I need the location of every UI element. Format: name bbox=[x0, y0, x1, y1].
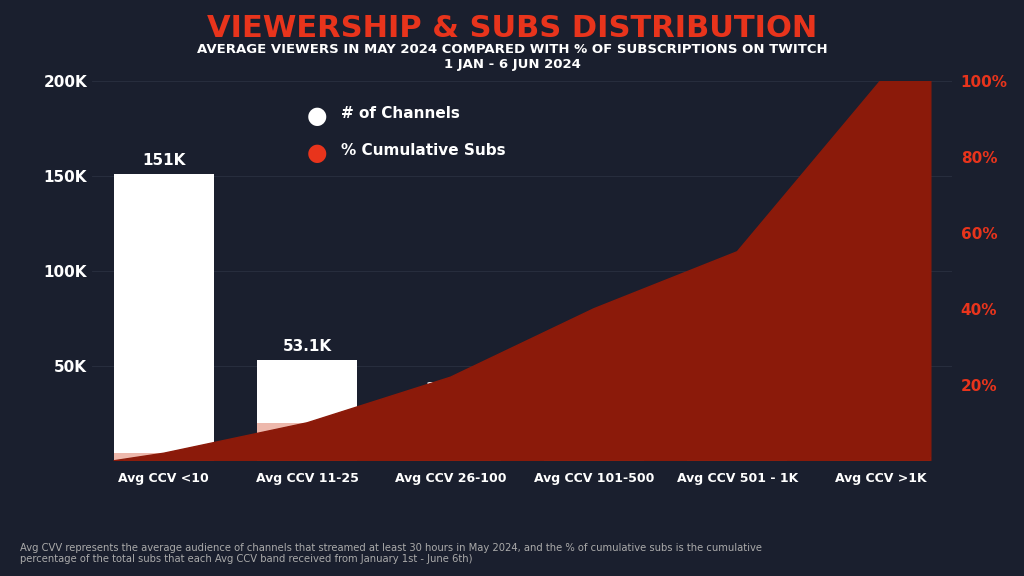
Text: % Cumulative Subs: % Cumulative Subs bbox=[341, 143, 506, 158]
Text: ●: ● bbox=[307, 141, 328, 165]
Bar bbox=[687, 457, 787, 461]
Text: VIEWERSHIP & SUBS DISTRIBUTION: VIEWERSHIP & SUBS DISTRIBUTION bbox=[207, 14, 817, 43]
Text: 1.84K: 1.84K bbox=[713, 441, 762, 456]
Bar bbox=[114, 174, 214, 461]
Text: # of Channels: # of Channels bbox=[341, 106, 460, 121]
Text: 30.5K: 30.5K bbox=[426, 382, 475, 397]
Text: 1.85K: 1.85K bbox=[856, 441, 905, 456]
Bar bbox=[257, 423, 357, 461]
Polygon shape bbox=[114, 81, 931, 461]
Text: 151K: 151K bbox=[142, 153, 185, 168]
Bar bbox=[830, 457, 931, 461]
Bar bbox=[257, 360, 357, 461]
Bar bbox=[114, 453, 214, 461]
Text: 53.1K: 53.1K bbox=[283, 339, 332, 354]
Bar bbox=[687, 457, 787, 461]
Bar bbox=[400, 403, 501, 461]
Text: Avg CVV represents the average audience of channels that streamed at least 30 ho: Avg CVV represents the average audience … bbox=[20, 543, 763, 564]
Bar bbox=[400, 403, 501, 461]
Text: 1 JAN - 6 JUN 2024: 1 JAN - 6 JUN 2024 bbox=[443, 58, 581, 71]
Bar bbox=[544, 439, 644, 461]
Bar bbox=[544, 439, 644, 461]
Bar bbox=[830, 457, 931, 461]
Text: 11.4K: 11.4K bbox=[569, 418, 618, 433]
Text: AVERAGE VIEWERS IN MAY 2024 COMPARED WITH % OF SUBSCRIPTIONS ON TWITCH: AVERAGE VIEWERS IN MAY 2024 COMPARED WIT… bbox=[197, 43, 827, 56]
Text: ●: ● bbox=[307, 104, 328, 128]
